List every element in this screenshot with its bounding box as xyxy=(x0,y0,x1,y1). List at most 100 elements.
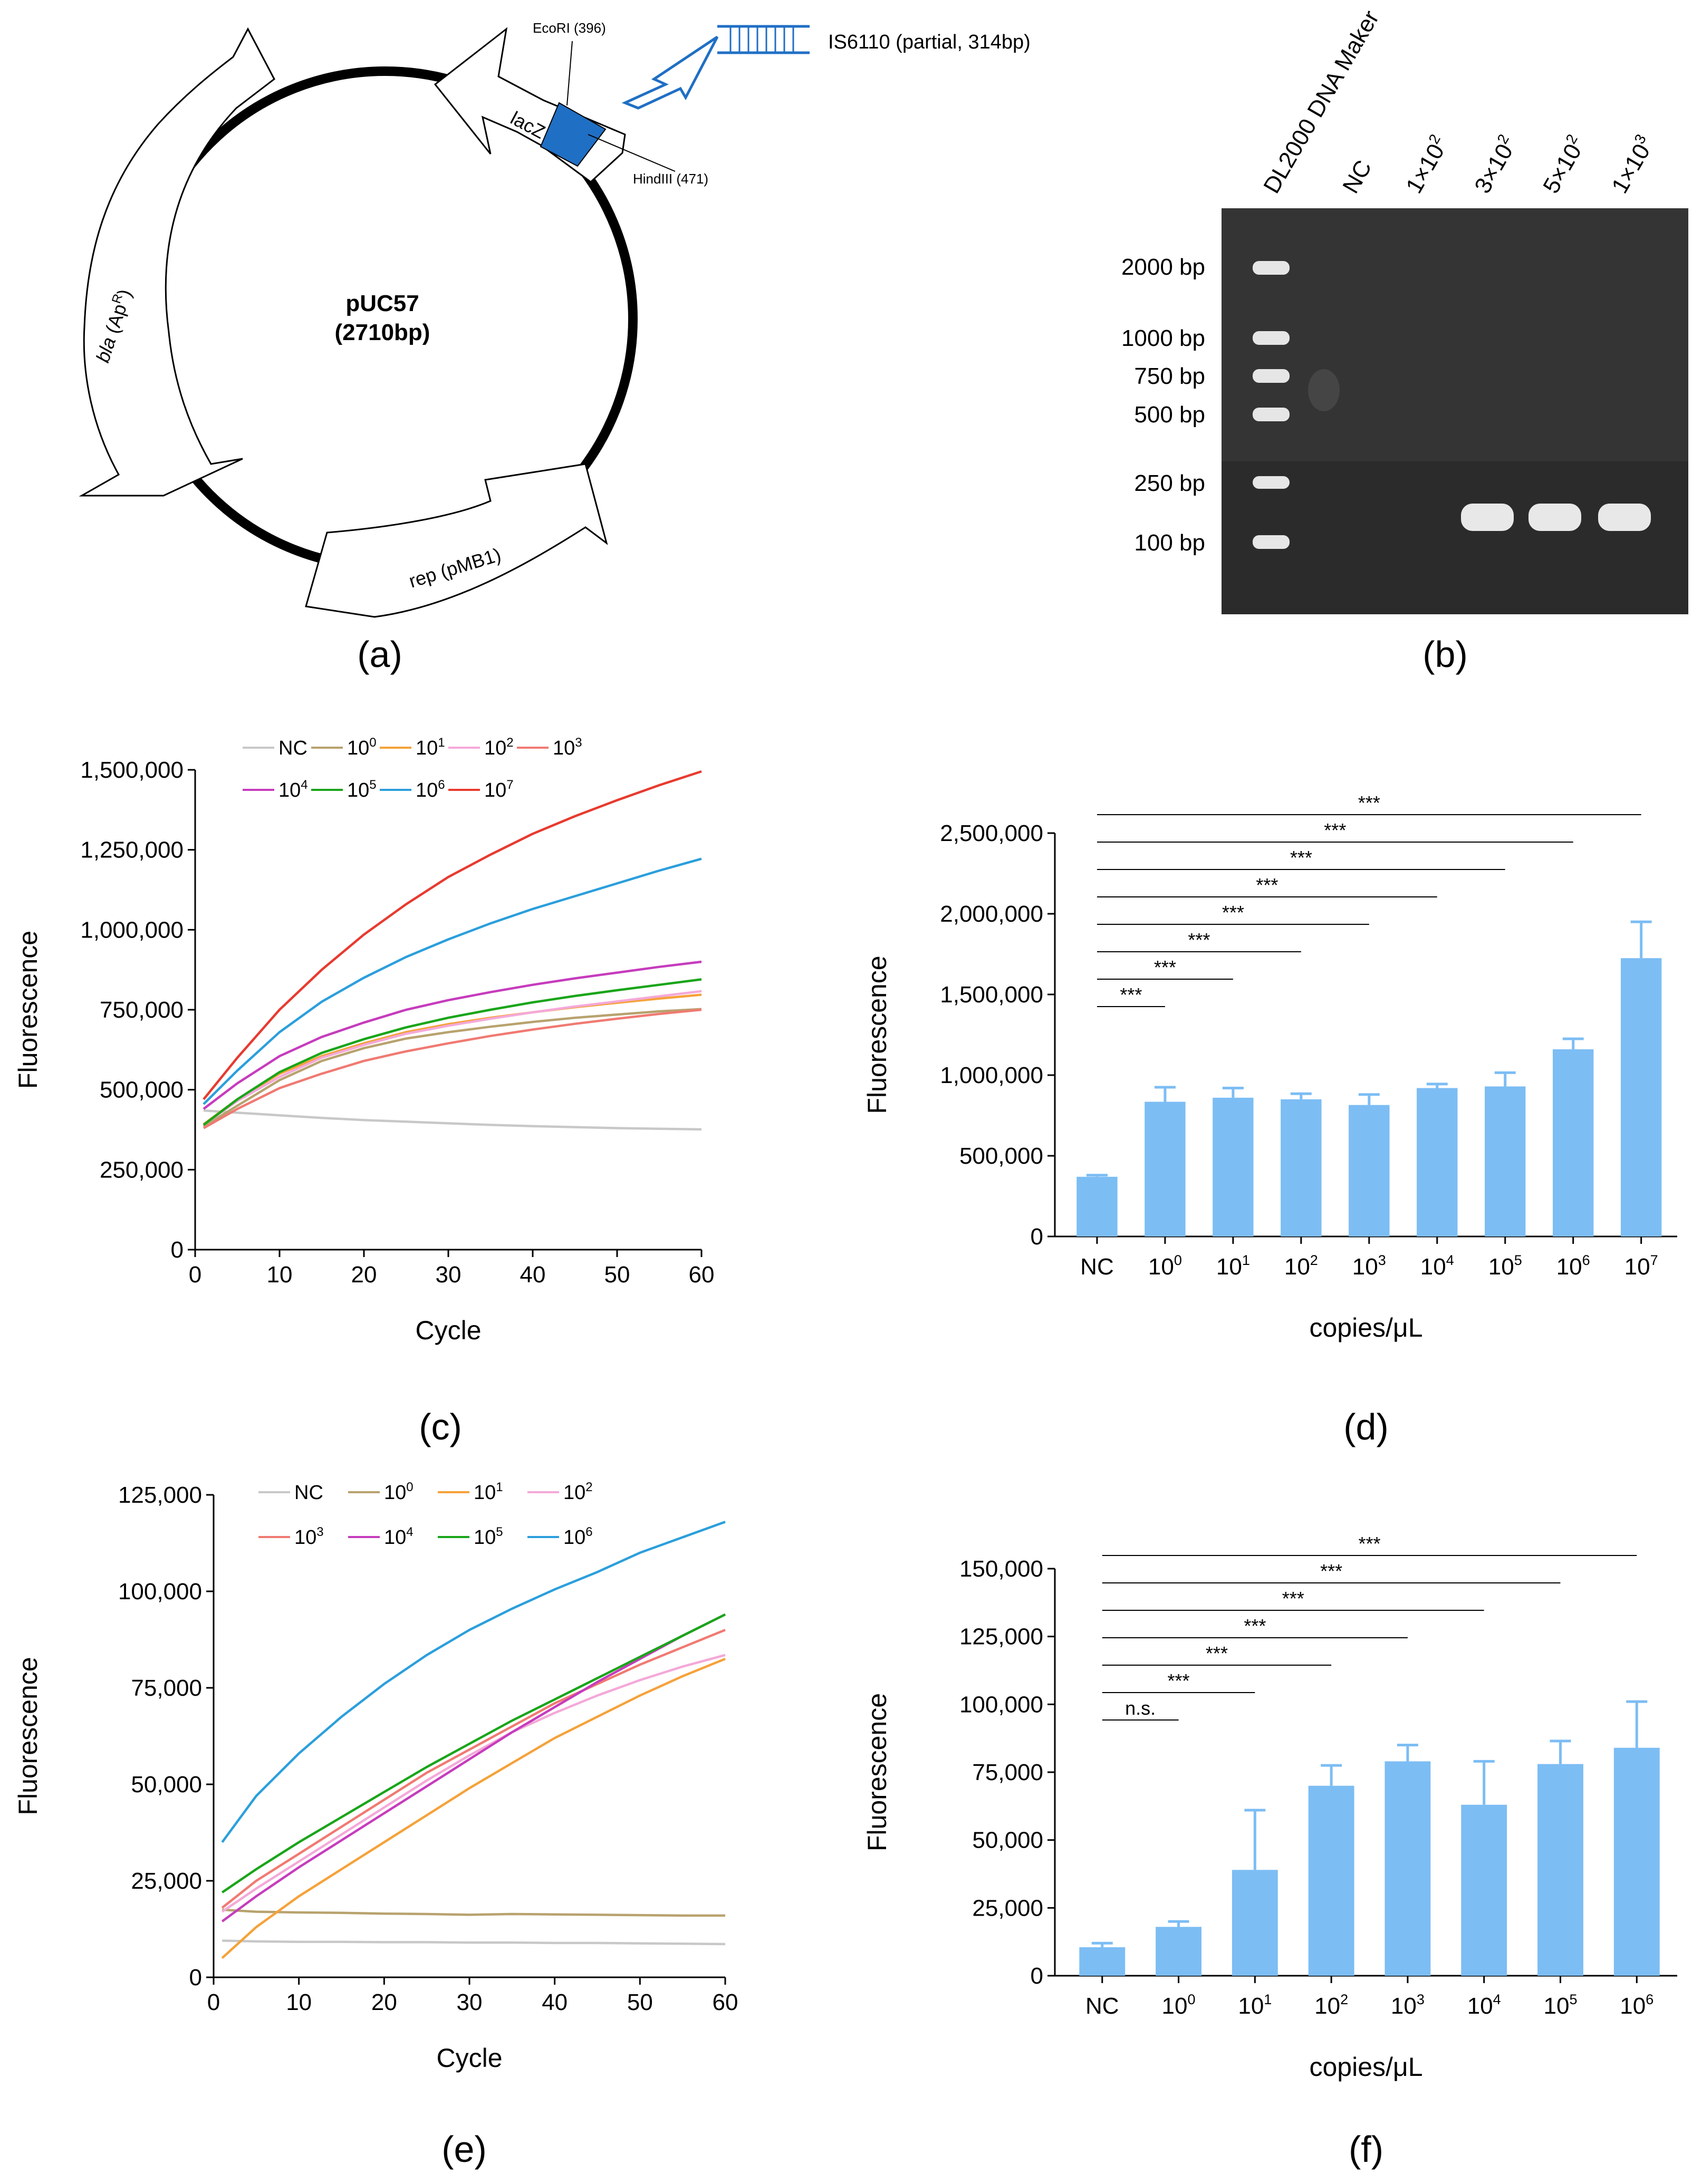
x-tick-label-exp: 6 xyxy=(1582,1252,1590,1268)
lane-label-base: 5×10 xyxy=(1538,140,1587,198)
legend-label: 105 xyxy=(347,778,377,801)
legend-label: 106 xyxy=(563,1525,593,1549)
ladder-band-750 xyxy=(1253,369,1290,383)
series-line-105 xyxy=(221,1613,726,1893)
is6110-insert-block xyxy=(540,102,607,167)
panel-label-c: (c) xyxy=(419,1406,462,1447)
y-tick-label: 1,500,000 xyxy=(80,757,184,783)
x-tick-label-base: 10 xyxy=(1216,1254,1242,1280)
legend-label-exp: 6 xyxy=(585,1525,592,1539)
series-line-101 xyxy=(221,1658,726,1959)
x-tick-label: 20 xyxy=(371,1989,397,2015)
x-tick-label-exp: 7 xyxy=(1650,1252,1658,1268)
x-tick-label-exp: 5 xyxy=(1514,1252,1522,1268)
hindiii-leader xyxy=(588,134,676,172)
y-tick-label: 2,500,000 xyxy=(940,820,1043,846)
significance-label: *** xyxy=(1290,847,1312,868)
ladder-label: 500 bp xyxy=(1134,402,1205,428)
legend-label-base: 10 xyxy=(416,779,438,801)
plasmid-size: (2710bp) xyxy=(335,320,430,345)
y-tick-label: 75,000 xyxy=(131,1675,202,1701)
lane-label: 3×102 xyxy=(1468,131,1522,198)
legend-label-exp: 1 xyxy=(438,736,445,750)
sample-band-1x10-3 xyxy=(1598,504,1651,531)
y-tick-label: 150,000 xyxy=(959,1556,1043,1582)
ladder-bands xyxy=(1253,261,1290,549)
chart-c-amplification-curves: 0 250,000 500,000 750,000 1,000,000 1,250,000… xyxy=(13,736,714,1345)
x-tick-label-exp: 4 xyxy=(1446,1252,1454,1268)
legend-label: 101 xyxy=(416,736,445,759)
x-tick-label: NC xyxy=(1080,1254,1114,1280)
significance-label: *** xyxy=(1154,956,1176,978)
legend-label-base: 10 xyxy=(563,1482,585,1504)
y-tick-label: 50,000 xyxy=(972,1828,1043,1853)
x-tick-label-base: 10 xyxy=(1284,1254,1310,1280)
x-tick-label-base: 10 xyxy=(1352,1254,1378,1280)
bar xyxy=(1537,1764,1583,1976)
plasmid-name: pUC57 xyxy=(345,291,419,316)
significance-label: *** xyxy=(1206,1642,1228,1664)
x-tick-label-base: 10 xyxy=(1488,1254,1514,1280)
legend-label-base: NC xyxy=(278,737,307,759)
significance-label: *** xyxy=(1244,1615,1266,1637)
y-tick-label: 0 xyxy=(189,1965,202,1990)
y-tick-label: 750,000 xyxy=(100,997,184,1023)
chart-f-endpoint-bars: 0 25,000 50,000 75,000 100,000 125,000 150,000… xyxy=(862,1533,1677,2082)
bar xyxy=(1079,1947,1126,1976)
legend-label-base: 10 xyxy=(347,737,369,759)
y-tick-label: 1,250,000 xyxy=(80,837,184,863)
lane-label-base: 3×10 xyxy=(1469,140,1518,198)
ladder-band-100 xyxy=(1253,535,1290,549)
legend-label-base: 10 xyxy=(384,1482,406,1504)
series-line-102 xyxy=(221,1654,726,1913)
legend-label-base: 10 xyxy=(474,1482,496,1504)
ladder-label: 2000 bp xyxy=(1121,254,1205,280)
legend-label: 106 xyxy=(416,778,445,801)
x-tick-label-base: 10 xyxy=(1556,1254,1582,1280)
legend-label-base: 10 xyxy=(474,1526,496,1549)
legend-label-exp: 4 xyxy=(301,778,307,792)
x-axis-label: Cycle xyxy=(415,1316,481,1345)
legend-label: 100 xyxy=(384,1480,414,1504)
legend-label: 101 xyxy=(474,1480,503,1504)
significance-label: *** xyxy=(1282,1588,1304,1609)
legend-label: 100 xyxy=(347,736,377,759)
x-tick-label: 105 xyxy=(1488,1252,1522,1280)
x-tick-label-base: 10 xyxy=(1314,1993,1340,2019)
y-axis-label: Fluorescence xyxy=(862,955,892,1114)
x-tick-label: 107 xyxy=(1624,1252,1658,1280)
ladder-band-1000 xyxy=(1253,331,1290,345)
legend-label-exp: 6 xyxy=(438,778,445,792)
chart-d-endpoint-bars: 0 500,000 1,000,000 1,500,000 2,000,000 2,500… xyxy=(862,792,1677,1342)
series-line-103 xyxy=(221,1629,726,1909)
bar xyxy=(1076,1176,1118,1236)
bar xyxy=(1485,1086,1526,1236)
y-tick-label: 25,000 xyxy=(131,1868,202,1894)
y-tick-label: 100,000 xyxy=(959,1692,1043,1717)
legend-label-base: 10 xyxy=(416,737,438,759)
x-tick-label-exp: 6 xyxy=(1646,1992,1653,2007)
bar xyxy=(1232,1870,1278,1976)
x-tick-label: 101 xyxy=(1238,1992,1272,2019)
x-axis-label: copies/μL xyxy=(1309,2052,1422,2082)
lane-label-base: 1×10 xyxy=(1401,140,1449,198)
ladder-band-250 xyxy=(1253,476,1290,489)
bar xyxy=(1281,1099,1322,1236)
y-tick-label: 125,000 xyxy=(118,1482,202,1508)
x-tick-label: 20 xyxy=(351,1262,377,1288)
bar xyxy=(1620,958,1662,1236)
y-tick-label: 500,000 xyxy=(100,1077,184,1103)
x-tick-label: 105 xyxy=(1543,1992,1577,2019)
x-tick-label: 40 xyxy=(520,1262,546,1288)
series-line-104 xyxy=(221,1613,726,1922)
x-tick-label-base: 10 xyxy=(1543,1993,1569,2019)
series-line-NC xyxy=(203,1109,702,1131)
x-tick-label-exp: 2 xyxy=(1340,1992,1348,2007)
ecori-label: EcoRI (396) xyxy=(533,20,606,36)
sample-band-3x10-2 xyxy=(1461,504,1514,531)
y-tick-label: 75,000 xyxy=(972,1760,1043,1785)
